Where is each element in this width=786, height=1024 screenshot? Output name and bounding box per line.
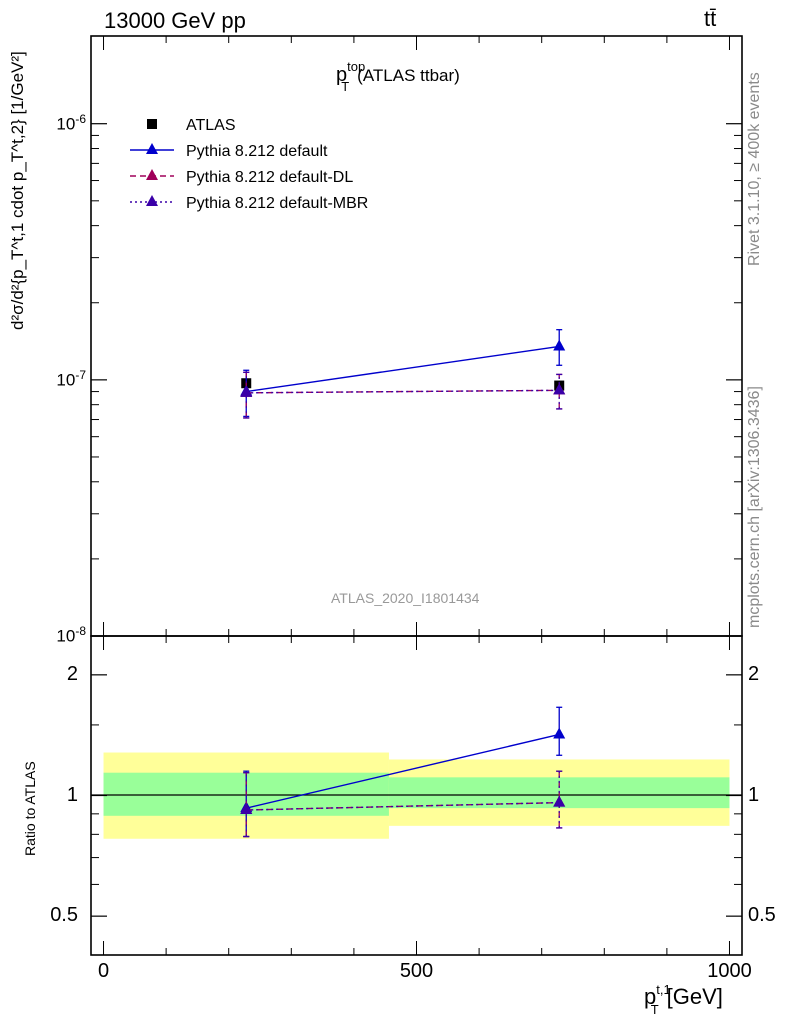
ratio-xtick-label-0: 0	[97, 960, 110, 982]
main-series-line	[246, 389, 560, 394]
main-ytick-label-2: 10-6	[56, 111, 86, 134]
ratio-ytick-label-2: 2	[66, 662, 78, 685]
xlabel-p: p	[644, 984, 657, 1009]
ratio-xtick-label-1: 500	[399, 960, 434, 982]
main-series-line	[246, 345, 560, 393]
axis-ticks	[91, 36, 742, 955]
main-series-pythia-8-212-default-mbr	[240, 371, 566, 419]
main-series-atlas	[241, 378, 565, 391]
xlabel-sup: t,1	[656, 982, 671, 997]
ratio-ytick-label-right-2: 2	[748, 662, 760, 685]
legend-label-3: Pythia 8.212 default-MBR	[186, 195, 368, 212]
main-series-pythia-8-212-default	[240, 329, 566, 418]
ratio-series-pythia-8-212-default-mbr	[240, 770, 566, 838]
ratio-xtick-label-2: 1000	[707, 960, 752, 982]
legend-label-0: ATLAS	[186, 117, 236, 134]
main-point	[553, 383, 566, 395]
ratio-point	[553, 727, 566, 739]
header-process: 13000 GeV pp	[104, 8, 246, 33]
ratio-bands	[103, 752, 730, 839]
ratio-ytick-label-1: 1	[66, 783, 78, 806]
xlabel-sub: T	[650, 1002, 659, 1017]
ratio-ytick-label-right-1: 1	[748, 783, 760, 806]
xlabel-unit: [GeV]	[666, 984, 723, 1009]
header-channel: tt̄	[704, 6, 717, 31]
legend-marker-1	[146, 143, 158, 154]
main-title: ptop T (ATLAS ttbar)	[336, 59, 460, 94]
title-sub: T	[341, 79, 350, 94]
ratio-ylabel: Ratio to ATLAS	[22, 761, 38, 856]
ratio-point	[240, 803, 253, 815]
legend-marker-0	[147, 119, 157, 129]
side-label-source: mcplots.cern.ch [arXiv:1306.3436]	[746, 386, 763, 628]
watermark: ATLAS_2020_I1801434	[331, 590, 480, 606]
main-ytick-label-1: 10-7	[56, 367, 86, 390]
main-series-pythia-8-212-default-dl	[240, 371, 566, 419]
data-marks	[240, 329, 566, 838]
ratio-series-line	[246, 801, 560, 811]
legend-marker-3	[146, 195, 158, 206]
ratio-ytick-label-right-0: 0.5	[748, 904, 776, 927]
main-point	[553, 339, 566, 351]
legend-marker-2	[146, 169, 158, 180]
title-suffix: (ATLAS ttbar)	[357, 66, 460, 85]
side-label-rivet: Rivet 3.1.10, ≥ 400k events	[746, 72, 763, 266]
ratio-point	[553, 795, 566, 807]
main-ytick-label-0: 10-8	[56, 623, 86, 646]
main-ylabel: d²σ/d²{p_T^t,1 cdot p_T^t,2} [1/GeV²]	[8, 51, 27, 330]
ratio-ytick-label-0: 0.5	[50, 904, 78, 927]
legend-label-1: Pythia 8.212 default	[186, 143, 328, 160]
legend-label-2: Pythia 8.212 default-DL	[186, 169, 353, 186]
main-point	[240, 385, 253, 397]
ratio-xlabel: pt,1 T [GeV]	[644, 982, 723, 1017]
title-p: p	[336, 64, 348, 86]
title-sup: top	[347, 59, 366, 74]
legend: ATLAS Pythia 8.212 default Pythia 8.212 de…	[130, 117, 368, 212]
ratio-series-line	[246, 733, 560, 809]
